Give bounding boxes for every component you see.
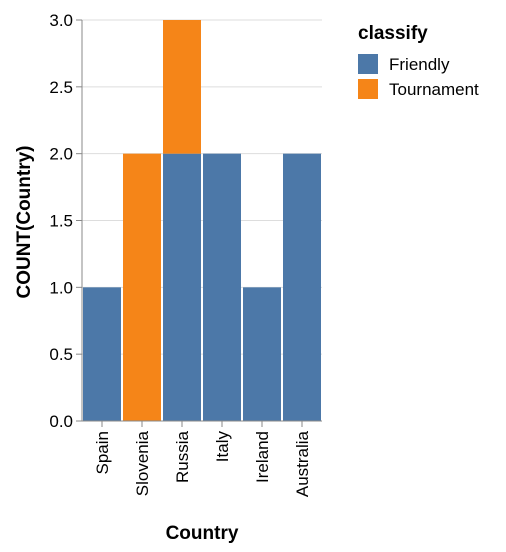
bar-tournament-russia xyxy=(163,20,201,154)
bar-friendly-russia xyxy=(163,153,201,421)
y-tick-label: 2.5 xyxy=(49,78,73,97)
x-axis: Spain Slovenia Russia Italy Ireland Australia xyxy=(82,420,322,497)
legend-swatch-friendly xyxy=(358,54,378,74)
y-tick-label: 0.5 xyxy=(49,345,73,364)
y-axis-title: COUNT(Country) xyxy=(14,145,35,298)
bars xyxy=(83,20,321,421)
x-tick-label: Australia xyxy=(293,430,312,497)
y-axis: 0.0 0.5 1.0 1.5 2.0 2.5 3.0 xyxy=(49,11,83,431)
legend-swatch-tournament xyxy=(358,79,378,99)
y-tick-label: 3.0 xyxy=(49,11,73,30)
y-gridlines xyxy=(81,19,322,422)
y-tick-label: 2.0 xyxy=(49,145,73,164)
x-tick-label: Ireland xyxy=(253,431,272,483)
y-tick-label: 1.5 xyxy=(49,212,73,231)
bar-friendly-ireland xyxy=(243,287,281,421)
y-tick-label: 1.0 xyxy=(49,278,73,297)
y-tick-label: 0.0 xyxy=(49,412,73,431)
x-tick-label: Slovenia xyxy=(133,430,152,496)
legend: classify Friendly Tournament xyxy=(358,23,479,99)
x-tick-label: Russia xyxy=(173,430,192,483)
x-tick-label: Spain xyxy=(93,431,112,474)
bar-friendly-australia xyxy=(283,153,321,421)
bar-tournament-slovenia xyxy=(123,153,161,421)
x-tick-label: Italy xyxy=(213,431,232,463)
bar-friendly-italy xyxy=(203,153,241,421)
bar-friendly-spain xyxy=(83,287,121,421)
x-axis-title: Country xyxy=(166,523,239,544)
legend-label-friendly: Friendly xyxy=(389,55,450,74)
legend-label-tournament: Tournament xyxy=(389,80,479,99)
legend-title: classify xyxy=(358,23,428,44)
